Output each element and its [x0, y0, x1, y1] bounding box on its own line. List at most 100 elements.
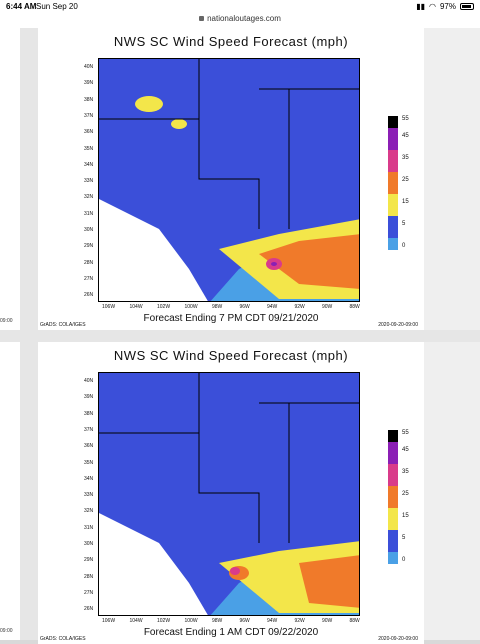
next-image-edge-2[interactable] — [422, 342, 480, 640]
lat-tick-label: 26N — [84, 606, 94, 613]
lat-tick-label: 29N — [84, 557, 94, 564]
lat-tick-label: 37N — [84, 112, 94, 119]
wifi-icon: ◠ — [429, 2, 436, 11]
legend-swatch — [388, 128, 398, 150]
lon-tick-label: 94W — [267, 618, 278, 624]
lat-tick-label: 27N — [84, 589, 94, 596]
lat-tick-label: 40N — [84, 378, 94, 384]
legend-swatch — [388, 430, 398, 442]
lat-tick-label: 33N — [84, 492, 94, 499]
forecast-panel-2[interactable]: NWS SC Wind Speed Forecast (mph) 55 45 — [38, 342, 424, 644]
lat-tick-label: 34N — [84, 475, 94, 482]
lon-tick-label: 92W — [294, 304, 305, 310]
legend-swatch — [388, 116, 398, 128]
lon-tick-label: 94W — [267, 304, 278, 310]
legend-label: 15 — [402, 513, 409, 519]
panel-title: NWS SC Wind Speed Forecast (mph) — [113, 34, 349, 49]
status-time: 6:44 AM — [6, 2, 37, 11]
url-text: nationaloutages.com — [207, 14, 281, 23]
lat-tick-label: 30N — [84, 227, 94, 233]
previous-image-edge-2[interactable]: 09:00 — [0, 342, 20, 640]
lat-tick-label: 32N — [84, 194, 94, 201]
legend-label: 55 — [402, 116, 409, 122]
forecast-caption: Forecast Ending 7 PM CDT 09/21/2020 — [143, 313, 319, 324]
wind-map-graphic — [99, 373, 359, 615]
legend-label: 45 — [402, 447, 409, 453]
lat-tick-label: 38N — [84, 410, 94, 417]
lat-tick-label: 29N — [84, 243, 94, 250]
side-time: 09:00 — [0, 318, 13, 324]
legend-label: 15 — [402, 199, 409, 205]
lon-tick-label: 106W — [102, 304, 116, 310]
lat-tick-label: 27N — [84, 275, 94, 282]
status-right: ▮▮ ◠ 97% — [416, 2, 474, 11]
lon-tick-label: 98W — [212, 304, 223, 310]
lat-tick-label: 40N — [84, 64, 94, 70]
legend-label: 5 — [402, 535, 406, 541]
lon-tick-label: 96W — [239, 304, 250, 310]
legend-swatch — [388, 194, 398, 216]
legend-label: 25 — [402, 177, 409, 183]
lon-tick-label: 96W — [239, 618, 250, 624]
address-bar[interactable]: nationaloutages.com — [0, 14, 480, 28]
lat-tick-label: 31N — [84, 210, 94, 217]
lat-tick-label: 34N — [84, 161, 94, 168]
forecast-panel-1[interactable]: NWS SC Wind Speed Forecast (mph) — [38, 28, 424, 330]
legend-label: 55 — [402, 430, 409, 436]
lat-tick-label: 26N — [84, 292, 94, 299]
lon-tick-label: 106W — [102, 618, 116, 624]
legend-swatch — [388, 552, 398, 564]
wind-map-graphic — [99, 59, 359, 301]
lat-tick-label: 30N — [84, 541, 94, 547]
credit-left: GrADS: COLA/IGES — [40, 636, 86, 642]
wind-legend: 55 45 35 25 15 5 0 — [388, 430, 409, 570]
legend-swatch — [388, 464, 398, 486]
wind-legend: 55 45 35 25 15 5 0 — [388, 116, 409, 256]
signal-icon: ▮▮ — [416, 2, 425, 11]
lat-tick-label: 39N — [84, 394, 94, 401]
status-bar: 6:44 AM Sun Sep 20 ▮▮ ◠ 97% — [0, 0, 480, 14]
lat-tick-label: 28N — [84, 573, 94, 580]
credit-left: GrADS: COLA/IGES — [40, 322, 86, 328]
status-date: Sun Sep 20 — [36, 2, 78, 11]
legend-swatch — [388, 486, 398, 508]
battery-percent: 97% — [439, 2, 456, 11]
lat-tick-label: 37N — [84, 426, 94, 433]
wind-map — [98, 372, 360, 616]
legend-label: 5 — [402, 221, 406, 227]
legend-swatch — [388, 442, 398, 464]
lon-tick-label: 102W — [157, 618, 171, 624]
lon-tick-label: 102W — [157, 304, 171, 310]
lat-tick-label: 35N — [84, 145, 94, 152]
lat-tick-label: 32N — [84, 508, 94, 515]
lat-tick-label: 39N — [84, 80, 94, 87]
lon-tick-label: 92W — [294, 618, 305, 624]
lat-tick-label: 38N — [84, 96, 94, 103]
legend-swatch — [388, 150, 398, 172]
lat-tick-label: 31N — [84, 524, 94, 531]
lon-tick-label: 88W — [349, 618, 360, 624]
battery-icon — [460, 3, 474, 10]
lon-tick-label: 88W — [349, 304, 360, 310]
next-image-edge[interactable] — [422, 28, 480, 330]
lat-tick-label: 33N — [84, 178, 94, 185]
legend-label: 45 — [402, 133, 409, 139]
forecast-caption: Forecast Ending 1 AM CDT 09/22/2020 — [143, 627, 319, 638]
legend-label: 35 — [402, 469, 409, 475]
previous-image-edge[interactable]: 09:00 — [0, 28, 20, 330]
lat-tick-label: 36N — [84, 443, 94, 450]
lock-icon — [199, 16, 205, 22]
lat-tick-label: 36N — [84, 129, 94, 136]
lon-tick-label: 98W — [212, 618, 223, 624]
legend-label: 35 — [402, 155, 409, 161]
legend-swatch — [388, 216, 398, 238]
lon-tick-label: 90W — [322, 618, 333, 624]
legend-swatch — [388, 172, 398, 194]
credit-right: 2020-09-20-09:00 — [378, 636, 418, 642]
lon-tick-label: 104W — [129, 304, 143, 310]
legend-label: 0 — [402, 243, 406, 249]
lon-tick-label: 100W — [184, 304, 198, 310]
page-content: 09:00 09:00 NWS SC Wind Speed Forecast (… — [0, 28, 480, 644]
credit-right: 2020-09-20-09:00 — [378, 322, 418, 328]
lon-tick-label: 100W — [184, 618, 198, 624]
